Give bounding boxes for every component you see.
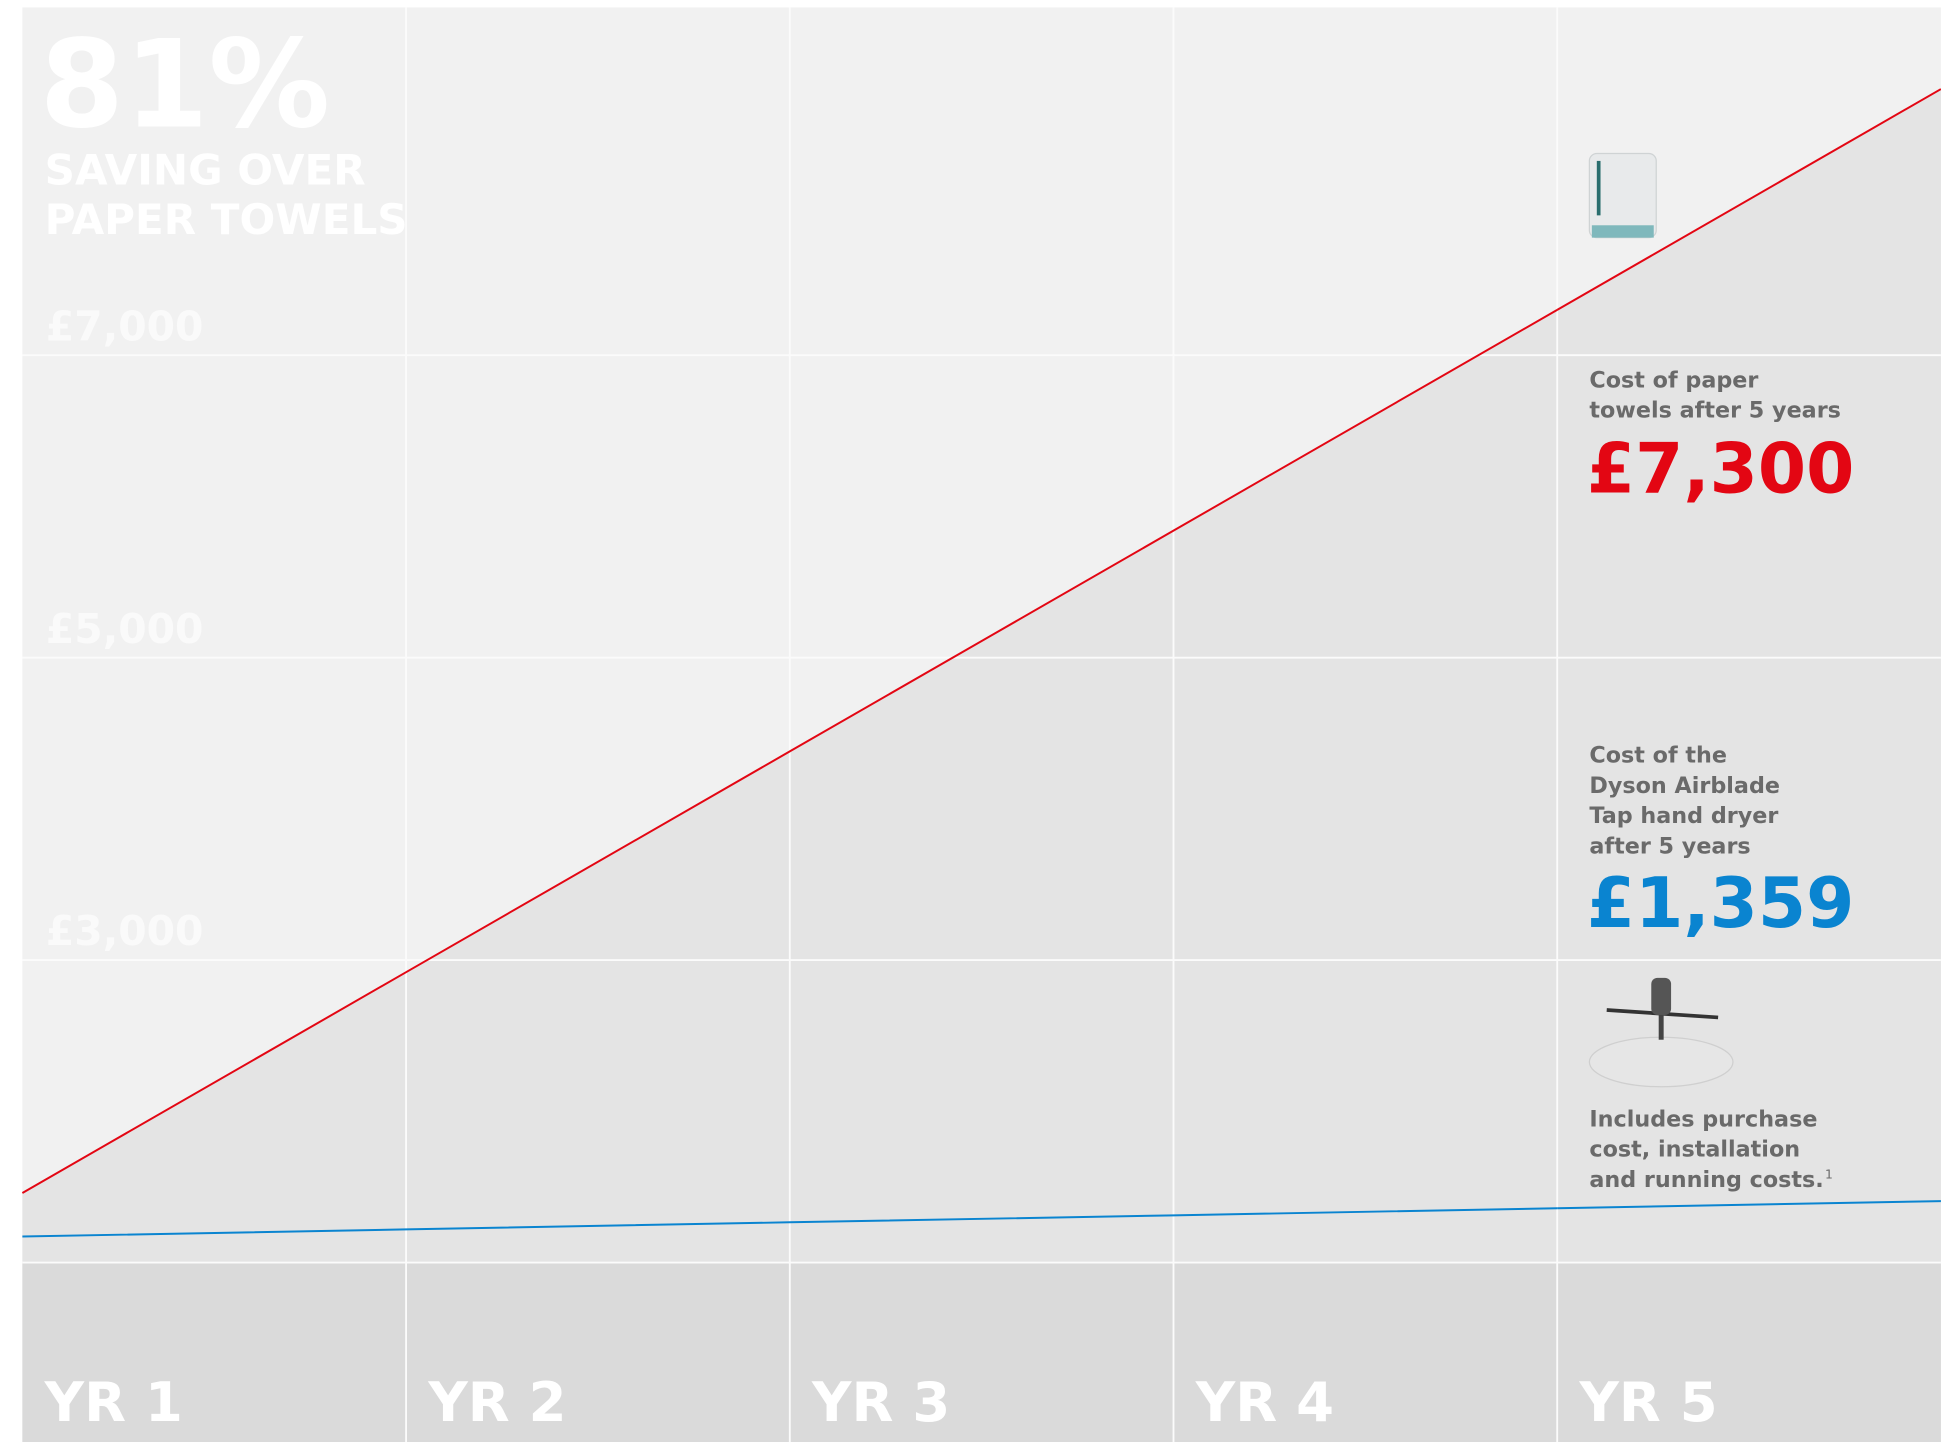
x-tick-label: YR 5 bbox=[1578, 1370, 1717, 1434]
annotation: cost, installation bbox=[1589, 1137, 1800, 1163]
annotation: towels after 5 years bbox=[1589, 398, 1841, 424]
annotation: and running costs. bbox=[1589, 1167, 1823, 1193]
x-tick-label: YR 2 bbox=[427, 1370, 566, 1434]
annotation: Cost of paper bbox=[1589, 367, 1758, 393]
towel-dispenser-icon bbox=[1589, 153, 1656, 237]
subtitle: SAVING OVER bbox=[45, 145, 366, 194]
annotation: Cost of the bbox=[1589, 742, 1727, 768]
y-tick-label: £3,000 bbox=[46, 907, 204, 955]
footnote-mark: 1 bbox=[1825, 1167, 1833, 1181]
x-tick-label: YR 4 bbox=[1195, 1370, 1334, 1434]
x-tick-label: YR 1 bbox=[44, 1370, 183, 1434]
y-tick-label: £7,000 bbox=[46, 302, 204, 350]
annotation: after 5 years bbox=[1589, 833, 1750, 859]
annotation: Includes purchase bbox=[1589, 1106, 1817, 1132]
page: 81% SAVING OVER PAPER TOWELS YR 1 YR 2 YR … bbox=[0, 0, 1941, 1442]
chart: 81% SAVING OVER PAPER TOWELS YR 1 YR 2 YR … bbox=[0, 0, 1941, 1442]
value-label: £1,359 bbox=[1587, 864, 1854, 944]
headline: 81% bbox=[40, 13, 330, 155]
y-tick-label: £5,000 bbox=[46, 605, 204, 653]
annotation: Dyson Airblade bbox=[1589, 773, 1780, 799]
annotation: Tap hand dryer bbox=[1589, 803, 1778, 829]
subtitle: PAPER TOWELS bbox=[45, 195, 408, 244]
value-label: £7,300 bbox=[1587, 430, 1854, 510]
x-tick-label: YR 3 bbox=[811, 1370, 950, 1434]
